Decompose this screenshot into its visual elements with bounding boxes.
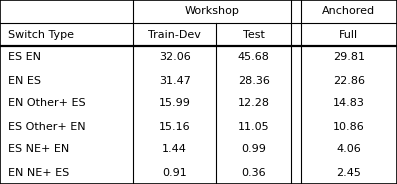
Text: 0.36: 0.36 [241,167,266,178]
Text: 15.99: 15.99 [159,98,191,109]
Text: EN Other+ ES: EN Other+ ES [8,98,86,109]
Text: 11.05: 11.05 [238,121,270,132]
Text: EN ES: EN ES [8,75,41,86]
Text: 10.86: 10.86 [333,121,364,132]
Text: ES EN: ES EN [8,52,41,63]
Text: Workshop: Workshop [185,6,239,17]
Text: 0.99: 0.99 [241,144,266,155]
Text: Switch Type: Switch Type [8,29,74,40]
Text: 22.86: 22.86 [333,75,365,86]
Text: 28.36: 28.36 [238,75,270,86]
Text: ES Other+ EN: ES Other+ EN [8,121,86,132]
Text: 2.45: 2.45 [336,167,361,178]
Text: Test: Test [243,29,265,40]
Text: 31.47: 31.47 [159,75,191,86]
Text: EN NE+ ES: EN NE+ ES [8,167,69,178]
Text: Anchored: Anchored [322,6,375,17]
Text: Train-Dev: Train-Dev [148,29,201,40]
Text: 15.16: 15.16 [159,121,191,132]
Text: 29.81: 29.81 [333,52,365,63]
Text: 14.83: 14.83 [333,98,365,109]
Text: 1.44: 1.44 [162,144,187,155]
Text: 4.06: 4.06 [336,144,361,155]
Text: 12.28: 12.28 [238,98,270,109]
Text: 32.06: 32.06 [159,52,191,63]
Text: 45.68: 45.68 [238,52,270,63]
Text: Full: Full [339,29,358,40]
Text: 0.91: 0.91 [162,167,187,178]
Text: ES NE+ EN: ES NE+ EN [8,144,69,155]
